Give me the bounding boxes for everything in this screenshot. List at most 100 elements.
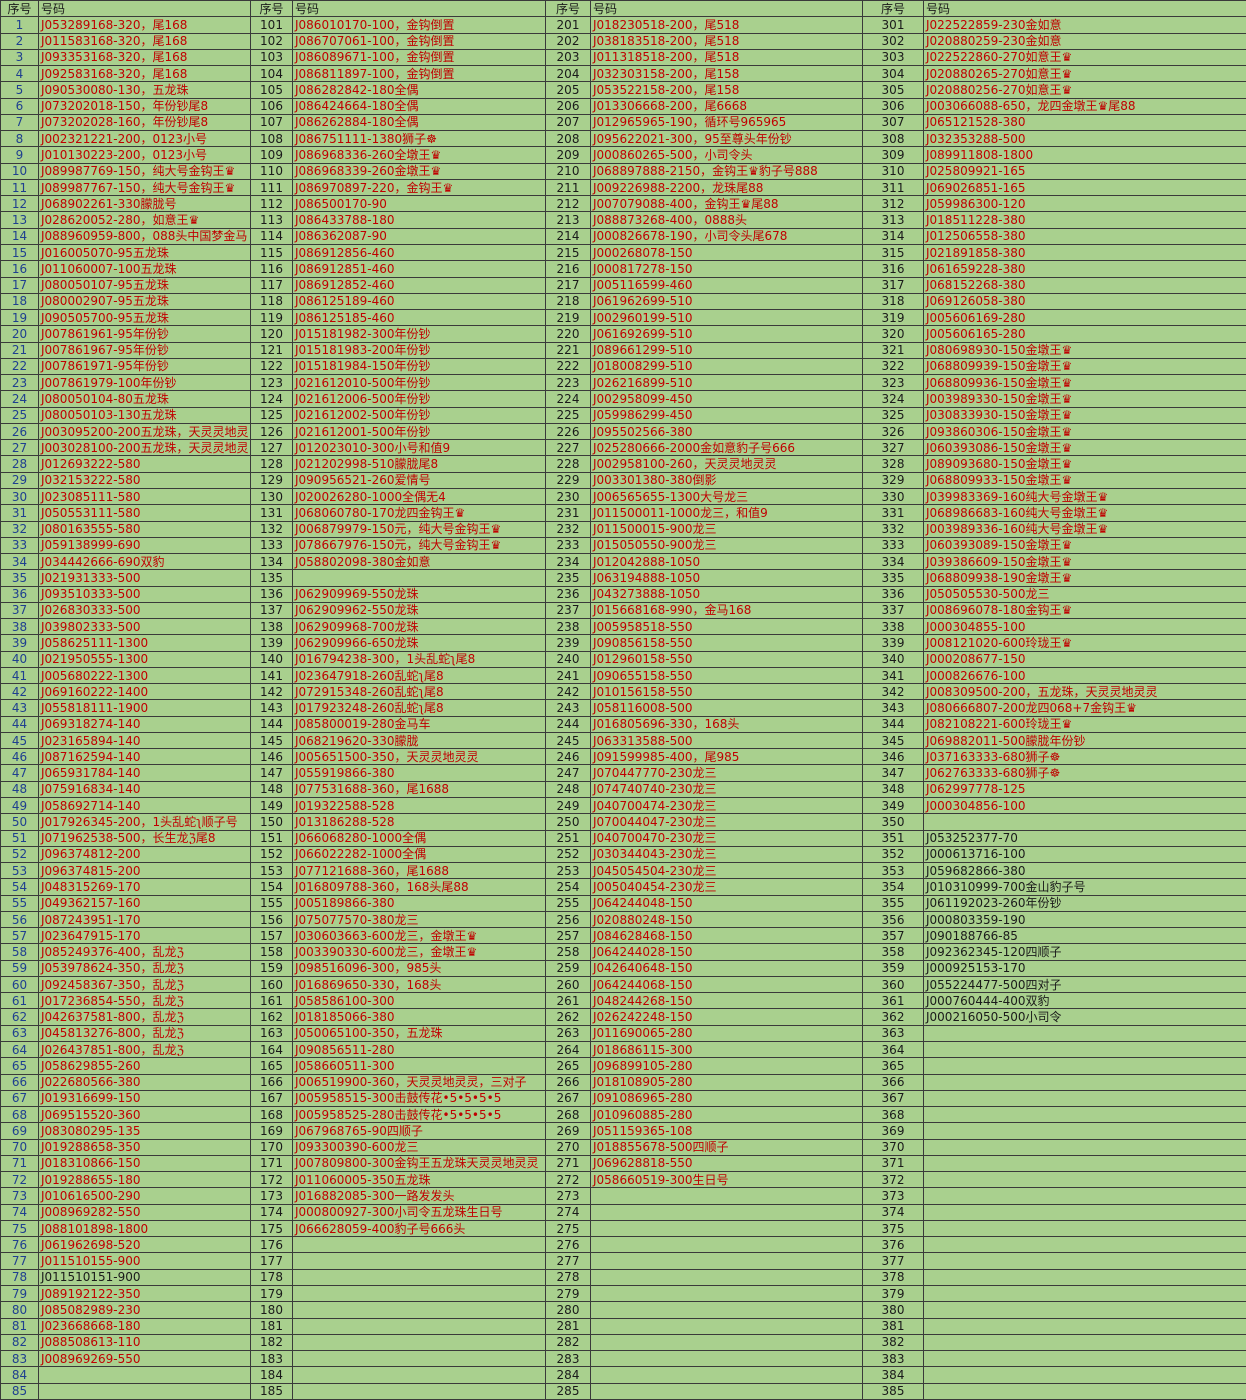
number-code: J008969269-550 bbox=[38, 1350, 251, 1368]
number-code: J096374815-200 bbox=[38, 862, 251, 880]
row-number: 202 bbox=[545, 32, 591, 50]
number-code: J068897888-2150，金钩王♛豹子号888 bbox=[590, 162, 863, 180]
row-number: 341 bbox=[862, 666, 924, 685]
row-number: 339 bbox=[862, 634, 924, 652]
row: 4 J092583168-320，尾168 104 J086811897-100，金钩… bbox=[0, 65, 1246, 83]
row-number: 34 bbox=[0, 553, 39, 571]
row-number: 382 bbox=[862, 1333, 924, 1352]
row: 37 J026830333-500 137 J062909962-550龙珠 237 J0… bbox=[0, 601, 1246, 620]
number-code: J007809800-300金钩王五龙珠天灵灵地灵灵 bbox=[292, 1154, 546, 1173]
row-number: 234 bbox=[545, 553, 591, 571]
row-number: 256 bbox=[545, 910, 591, 929]
number-code: J005189866-380 bbox=[292, 894, 546, 912]
row-number: 228 bbox=[545, 455, 591, 473]
row-number: 117 bbox=[250, 276, 293, 294]
row-number: 41 bbox=[0, 666, 39, 685]
number-code: J080666807-200龙四068+7金钩王♛ bbox=[923, 699, 1246, 717]
row-number: 112 bbox=[250, 195, 293, 213]
row-number: 102 bbox=[250, 32, 293, 50]
header-cell: 号码 bbox=[590, 0, 863, 18]
row: 21 J007861967-95年份钞 121 J015181983-200年份钞 22… bbox=[0, 341, 1246, 359]
row-number: 249 bbox=[545, 797, 591, 815]
number-code: J018185066-380 bbox=[292, 1008, 546, 1026]
row-number: 108 bbox=[250, 130, 293, 148]
row-number: 23 bbox=[0, 374, 39, 392]
row-number: 314 bbox=[862, 227, 924, 245]
row-number: 258 bbox=[545, 943, 591, 961]
number-code: J011500011-1000龙三，和值9 bbox=[590, 504, 863, 522]
number-code bbox=[590, 1252, 863, 1270]
row-number: 17 bbox=[0, 276, 39, 294]
number-code: J000304856-100 bbox=[923, 797, 1246, 815]
row-number: 110 bbox=[250, 162, 293, 180]
row: 35 J021931333-500 135 235 J063194888-1050 335… bbox=[0, 569, 1246, 587]
row: 31 J050553111-580 131 J068060780-170龙四金钩王♛ 2… bbox=[0, 504, 1246, 522]
row-number: 179 bbox=[250, 1284, 293, 1303]
row-number: 130 bbox=[250, 487, 293, 506]
number-code: J012042888-1050 bbox=[590, 553, 863, 571]
row-number: 230 bbox=[545, 487, 591, 506]
number-code: J050553111-580 bbox=[38, 504, 251, 522]
number-code: J032353288-500 bbox=[923, 130, 1246, 148]
number-code: J058660511-300 bbox=[292, 1057, 546, 1075]
number-code: J010960885-280 bbox=[590, 1106, 863, 1124]
number-code: J013186288-528 bbox=[292, 813, 546, 831]
number-code: J005606169-280 bbox=[923, 309, 1246, 327]
row-number: 342 bbox=[862, 683, 924, 701]
number-code: J090505700-95五龙珠 bbox=[38, 309, 251, 327]
number-code: J003390330-600龙三，金墩王♛ bbox=[292, 943, 546, 961]
row-number: 232 bbox=[545, 520, 591, 538]
number-code: J016005070-95五龙珠 bbox=[38, 243, 251, 262]
number-code: J000817278-150 bbox=[590, 260, 863, 278]
row-number: 274 bbox=[545, 1203, 591, 1221]
row-number: 343 bbox=[862, 699, 924, 717]
row-number: 322 bbox=[862, 357, 924, 376]
number-code: J080698930-150金墩王♛ bbox=[923, 341, 1246, 359]
row-number: 363 bbox=[862, 1024, 924, 1043]
row-number: 153 bbox=[250, 862, 293, 880]
row: 7 J073202028-160，年份钞尾8 107 J086262884-180全偶… bbox=[0, 113, 1246, 132]
row: 36 J093510333-500 136 J062909969-550龙珠 236 J0… bbox=[0, 585, 1246, 603]
row: 67 J019316699-150 167 J005958515-300击鼓传花•5•… bbox=[0, 1089, 1246, 1108]
row-number: 126 bbox=[250, 422, 293, 441]
row-number: 137 bbox=[250, 601, 293, 620]
row-number: 8 bbox=[0, 130, 39, 148]
number-code: J019322588-528 bbox=[292, 797, 546, 815]
number-code: J049362157-160 bbox=[38, 894, 251, 912]
number-code bbox=[292, 1366, 546, 1384]
row-number: 245 bbox=[545, 731, 591, 750]
row-number: 231 bbox=[545, 504, 591, 522]
row: 43 J055818111-1900 143 J017923248-260乱蛇ʅ尾8 2… bbox=[0, 699, 1246, 717]
number-code: J011510155-900 bbox=[38, 1252, 251, 1270]
row-number: 159 bbox=[250, 959, 293, 977]
row-number: 254 bbox=[545, 878, 591, 896]
row-number: 146 bbox=[250, 748, 293, 766]
number-code: J086282842-180全偶 bbox=[292, 81, 546, 99]
number-code: J086912856-460 bbox=[292, 243, 546, 262]
number-code: J080050103-130五龙珠 bbox=[38, 406, 251, 424]
header-cell: 序号 bbox=[250, 0, 293, 18]
row-number: 59 bbox=[0, 959, 39, 977]
number-code: J021612001-500年份钞 bbox=[292, 422, 546, 441]
row-number: 216 bbox=[545, 260, 591, 278]
number-code bbox=[923, 1301, 1246, 1319]
row-number: 116 bbox=[250, 260, 293, 278]
number-code: J055919866-380 bbox=[292, 764, 546, 782]
number-code bbox=[590, 1187, 863, 1205]
number-code: J058625111-1300 bbox=[38, 634, 251, 652]
row-number: 24 bbox=[0, 390, 39, 408]
row-number: 51 bbox=[0, 829, 39, 847]
number-code bbox=[38, 1382, 251, 1400]
row-number: 14 bbox=[0, 227, 39, 245]
number-code: J066068280-1000全偶 bbox=[292, 829, 546, 847]
row-number: 5 bbox=[0, 81, 39, 99]
row-number: 347 bbox=[862, 764, 924, 782]
number-code: J085082989-230 bbox=[38, 1301, 251, 1319]
row-number: 74 bbox=[0, 1203, 39, 1221]
row-number: 185 bbox=[250, 1382, 293, 1400]
number-code: J065121528-380 bbox=[923, 113, 1246, 132]
row-number: 18 bbox=[0, 292, 39, 311]
row-number: 238 bbox=[545, 618, 591, 636]
number-code: J016805696-330，168头 bbox=[590, 715, 863, 733]
row-number: 226 bbox=[545, 422, 591, 441]
